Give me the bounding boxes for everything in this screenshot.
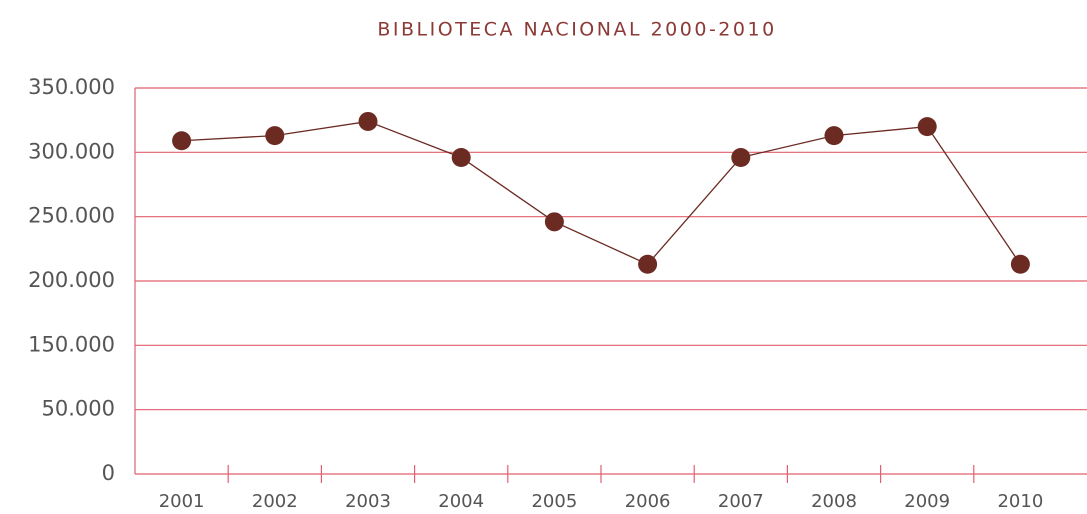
x-tick-label: 2005 [531,491,577,512]
data-point [544,212,564,232]
data-point [731,147,751,167]
data-point [265,126,285,146]
y-tick-label: 350.000 [28,75,115,99]
data-point [451,147,471,167]
data-point [358,111,378,131]
x-tick-label: 2010 [997,491,1043,512]
x-tick-label: 2009 [904,491,950,512]
y-tick-label: 0 [102,461,115,485]
data-point [172,131,192,151]
data-point [824,126,844,146]
series-line [181,120,1021,266]
data-point [1010,254,1030,274]
x-tick-label: 2003 [345,491,391,512]
y-tick-label: 250.000 [28,204,115,228]
x-tick-label: 2002 [252,491,298,512]
x-tick-label: 2007 [718,491,764,512]
x-tick-label: 2001 [159,491,205,512]
data-point [917,117,937,137]
x-tick-label: 2008 [811,491,857,512]
x-tick-label: 2006 [625,491,671,512]
y-tick-label: 200.000 [28,268,115,292]
y-tick-label: 150.000 [28,332,115,356]
y-tick-label: 50.000 [42,397,115,421]
x-tick-label: 2004 [438,491,484,512]
chart-title: BIBLIOTECA NACIONAL 2000-2010 [377,19,776,41]
data-point [638,254,658,274]
y-tick-label: 300.000 [28,139,115,163]
